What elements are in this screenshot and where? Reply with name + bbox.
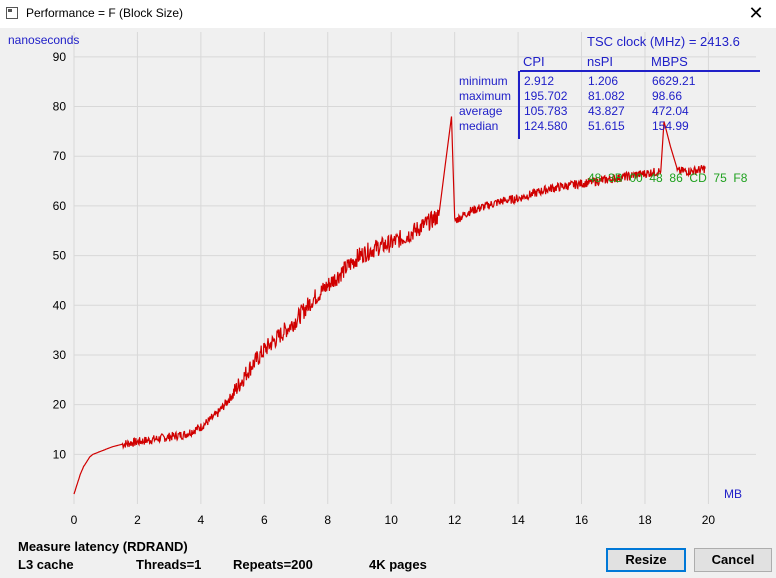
x-tick-label: 4 xyxy=(198,513,205,527)
x-tick-label: 6 xyxy=(261,513,268,527)
y-tick-label: 30 xyxy=(53,348,67,362)
threads-label: Threads=1 xyxy=(136,557,202,572)
y-tick-label: 40 xyxy=(53,298,67,312)
x-tick-label: 16 xyxy=(575,513,589,527)
x-tick-label: 2 xyxy=(134,513,141,527)
x-axis-label: MB xyxy=(724,487,742,501)
stats-row-label: median xyxy=(459,119,498,133)
stats-header-mbps: MBPS xyxy=(651,54,688,69)
stats-cell: 105.783 xyxy=(524,104,568,118)
grid-lines xyxy=(73,32,756,504)
stats-cell: 6629.21 xyxy=(652,74,696,88)
resize-button[interactable]: Resize xyxy=(606,548,686,572)
status-panel: Measure latency (RDRAND) L3 cache Thread… xyxy=(0,532,776,578)
tsc-clock-label: TSC clock (MHz) = 2413.6 xyxy=(587,34,740,49)
stats-row-label: average xyxy=(459,104,503,118)
repeats-label: Repeats=200 xyxy=(233,557,313,572)
window-title: Performance = F (Block Size) xyxy=(26,6,184,20)
stats-header-cpi: CPI xyxy=(523,54,545,69)
stats-cell: 43.827 xyxy=(588,104,625,118)
stats-cell: 472.04 xyxy=(652,104,689,118)
title-bar: Performance = F (Block Size) ✕ xyxy=(0,0,776,29)
y-tick-label: 10 xyxy=(53,447,67,461)
y-axis-label: nanoseconds xyxy=(8,33,79,47)
stats-table: TSC clock (MHz) = 2413.6 CPI nsPI MBPS minim… xyxy=(459,34,760,139)
stats-cell: 1.206 xyxy=(588,74,618,88)
measure-label: Measure latency (RDRAND) xyxy=(18,539,188,554)
stats-header-nspi: nsPI xyxy=(587,54,613,69)
x-tick-label: 0 xyxy=(71,513,78,527)
stats-cell: 98.66 xyxy=(652,89,682,103)
stats-row-label: minimum xyxy=(459,74,508,88)
series-group xyxy=(73,116,706,495)
cache-label: L3 cache xyxy=(18,557,74,572)
x-tick-label: 12 xyxy=(448,513,462,527)
app-window-icon xyxy=(6,7,18,19)
latency-chart: 0 2 4 6 8 10 12 14 16 18 20 10 20 30 40 50 60 70 80 90 TSC … xyxy=(8,32,760,527)
stats-cell: 154.99 xyxy=(652,119,689,133)
x-tick-label: 8 xyxy=(324,513,331,527)
axes: 0 2 4 6 8 10 12 14 16 18 20 10 20 30 40 50 60 70 80 90 xyxy=(53,50,716,527)
hex-annotation: 48 3B 00 48 86 CD 75 F8 xyxy=(588,171,748,185)
stats-cell: 2.912 xyxy=(524,74,554,88)
x-tick-label: 10 xyxy=(385,513,399,527)
y-tick-label: 60 xyxy=(53,199,67,213)
close-button[interactable]: ✕ xyxy=(748,3,764,23)
plot-area: 0 2 4 6 8 10 12 14 16 18 20 10 20 30 40 50 60 70 80 90 TSC … xyxy=(0,28,776,532)
y-tick-label: 50 xyxy=(53,249,67,263)
stats-cell: 81.082 xyxy=(588,89,625,103)
x-tick-label: 20 xyxy=(702,513,716,527)
pages-label: 4K pages xyxy=(369,557,427,572)
y-tick-label: 80 xyxy=(53,100,67,114)
x-tick-label: 18 xyxy=(638,513,652,527)
x-tick-label: 14 xyxy=(511,513,525,527)
stats-row-label: maximum xyxy=(459,89,511,103)
stats-cell: 195.702 xyxy=(524,89,568,103)
cancel-button[interactable]: Cancel xyxy=(694,548,772,572)
y-tick-label: 90 xyxy=(53,50,67,64)
stats-cell: 51.615 xyxy=(588,119,625,133)
y-tick-label: 70 xyxy=(53,149,67,163)
latency-series-line xyxy=(73,116,706,495)
stats-cell: 124.580 xyxy=(524,119,568,133)
y-tick-label: 20 xyxy=(53,398,67,412)
